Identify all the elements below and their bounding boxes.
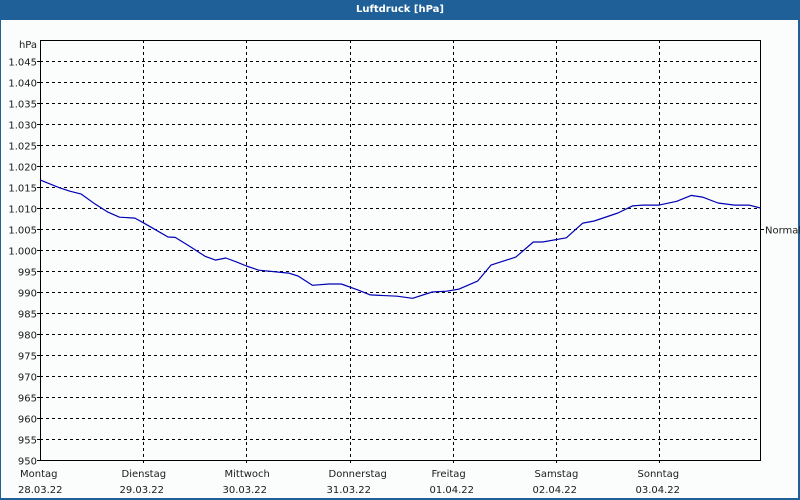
chart-title: Luftdruck [hPa] [356,4,444,15]
y-tick-label: 980 [18,331,37,342]
x-day-label: Montag [20,469,57,480]
x-day-label: Freitag [432,469,466,480]
x-date-label: 02.04.22 [533,485,578,496]
x-day-label: Sonntag [638,469,680,480]
y-tick-label: 990 [18,289,37,300]
y-tick-label: 1.040 [8,79,37,90]
y-tick-label: 1.005 [8,226,37,237]
y-tick-label: 1.015 [8,184,37,195]
x-date-label: 03.04.22 [636,485,681,496]
y-tick-label: 970 [18,373,37,384]
y-tick-label: 960 [18,415,37,426]
x-day-label: Samstag [535,469,579,480]
normal-label: Normal [765,226,800,237]
x-day-label: Dienstag [122,469,167,480]
y-tick-label: 975 [18,352,37,363]
x-date-label: 28.03.22 [18,485,63,496]
plot-frame [40,40,761,461]
y-tick-label: 1.035 [8,100,37,111]
x-date-label: 01.04.22 [430,485,475,496]
y-axis-unit: hPa [19,40,37,51]
y-tick-label: 1.000 [8,247,37,258]
x-date-label: 31.03.22 [327,485,372,496]
y-tick-label: 965 [18,394,37,405]
x-date-label: 30.03.22 [223,485,268,496]
y-tick-label: 950 [18,457,37,468]
pressure-line [39,179,761,299]
x-day-label: Mittwoch [225,469,270,480]
y-tick-label: 955 [18,436,37,447]
y-tick-label: 1.010 [8,205,37,216]
y-tick-label: 995 [18,268,37,279]
y-tick-label: 1.045 [8,58,37,69]
y-tick-label: 1.020 [8,163,37,174]
y-tick-label: 1.025 [8,142,37,153]
y-tick-label: 985 [18,310,37,321]
x-day-label: Donnerstag [329,469,387,480]
y-tick-label: 1.030 [8,121,37,132]
x-date-label: 29.03.22 [120,485,165,496]
